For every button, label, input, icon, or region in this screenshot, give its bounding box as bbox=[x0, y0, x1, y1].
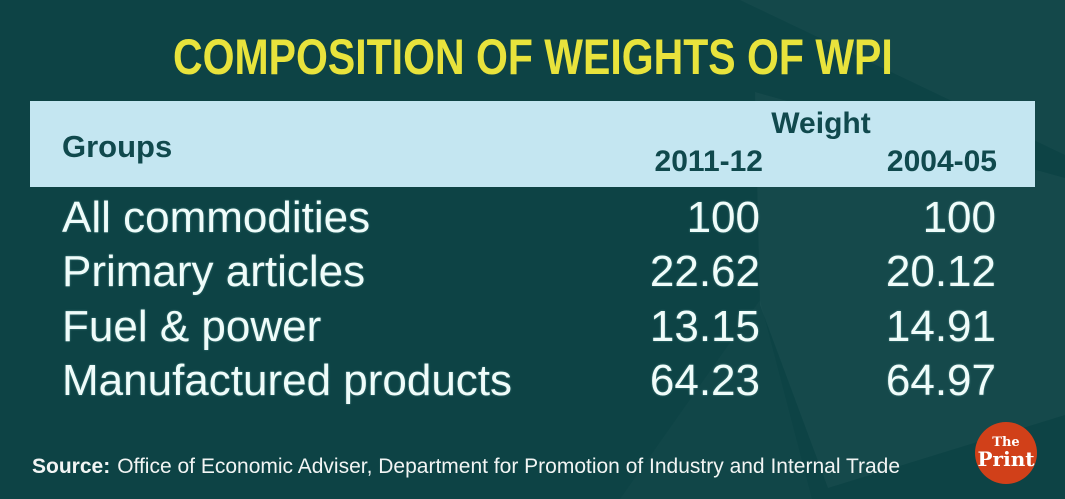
logo-word-print: Print bbox=[977, 447, 1035, 471]
row-group-label: Primary articles bbox=[62, 247, 366, 296]
row-value-2004-05: 64.97 bbox=[885, 356, 996, 405]
row-value-2004-05: 14.91 bbox=[885, 302, 996, 351]
row-group-label: All commodities bbox=[62, 193, 371, 242]
row-value-2011-12: 100 bbox=[686, 193, 760, 242]
table-header-band: Groups Weight 2011-12 2004-05 bbox=[30, 101, 1035, 187]
page-title: COMPOSITION OF WEIGHTS OF WPI bbox=[172, 29, 893, 85]
table-row: Fuel & power 13.15 14.91 bbox=[0, 299, 1065, 354]
row-value-2004-05: 100 bbox=[922, 193, 996, 242]
row-value-2011-12: 22.62 bbox=[649, 247, 760, 296]
logo-word-the: The bbox=[992, 435, 1020, 450]
weight-column-header: Weight bbox=[771, 107, 871, 140]
groups-column-header: Groups bbox=[62, 129, 173, 164]
source-label: Source: bbox=[32, 455, 111, 478]
row-value-2004-05: 20.12 bbox=[885, 247, 996, 296]
table-row: Primary articles 22.62 20.12 bbox=[0, 244, 1065, 299]
year-column-2011-12: 2011-12 bbox=[654, 145, 763, 178]
source-text: Office of Economic Adviser, Department f… bbox=[117, 455, 901, 478]
theprint-logo: The Print bbox=[975, 422, 1037, 484]
row-group-label: Manufactured products bbox=[62, 356, 513, 405]
row-value-2011-12: 64.23 bbox=[649, 356, 760, 405]
source-note: Source: Office of Economic Adviser, Depar… bbox=[32, 452, 900, 482]
table-row: Manufactured products 64.23 64.97 bbox=[0, 353, 1065, 408]
row-group-label: Fuel & power bbox=[62, 302, 322, 351]
year-column-2004-05: 2004-05 bbox=[886, 145, 997, 178]
page-title-wrap: COMPOSITION OF WEIGHTS OF WPI bbox=[0, 30, 1065, 84]
table-row: All commodities 100 100 bbox=[0, 190, 1065, 245]
row-value-2011-12: 13.15 bbox=[649, 302, 760, 351]
